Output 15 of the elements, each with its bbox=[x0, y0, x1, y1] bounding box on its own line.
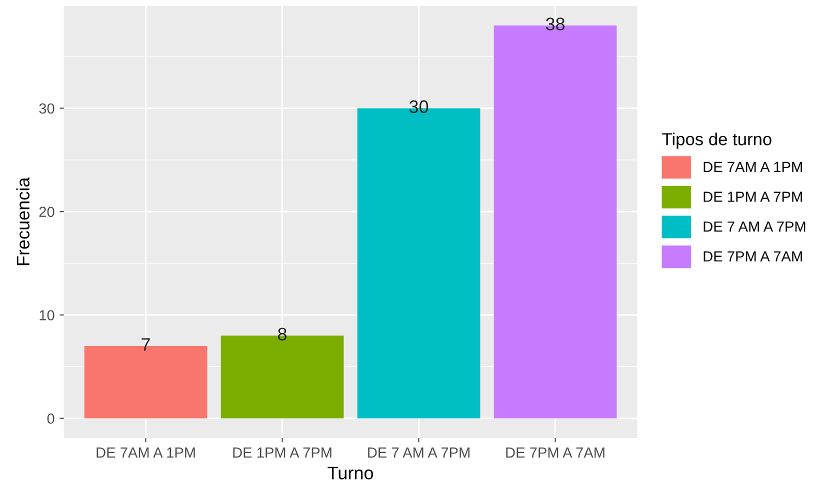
x-axis-title: Turno bbox=[328, 466, 374, 480]
x-tick-label: DE 7AM A 1PM bbox=[96, 448, 195, 458]
y-tick-label: 20 bbox=[39, 206, 54, 218]
y-axis-title: Frecuencia bbox=[16, 177, 30, 266]
legend-label: DE 1PM A 7PM bbox=[704, 192, 802, 202]
y-tick-label: 0 bbox=[47, 413, 54, 424]
y-tick-label: 30 bbox=[39, 103, 54, 114]
x-tick-label: DE 7 AM A 7PM bbox=[368, 448, 470, 458]
x-tick-label: DE 1PM A 7PM bbox=[233, 448, 332, 458]
y-tick-label: 10 bbox=[40, 310, 54, 320]
legend-title: Tipos de turno bbox=[662, 132, 772, 149]
legend-label: DE 7AM A 1PM bbox=[704, 162, 802, 172]
legend-label: DE 7 AM A 7PM bbox=[704, 222, 806, 232]
x-tick-label: DE 7PM A 7AM bbox=[506, 448, 604, 458]
legend-label: DE 7PM A 7AM bbox=[704, 251, 802, 262]
